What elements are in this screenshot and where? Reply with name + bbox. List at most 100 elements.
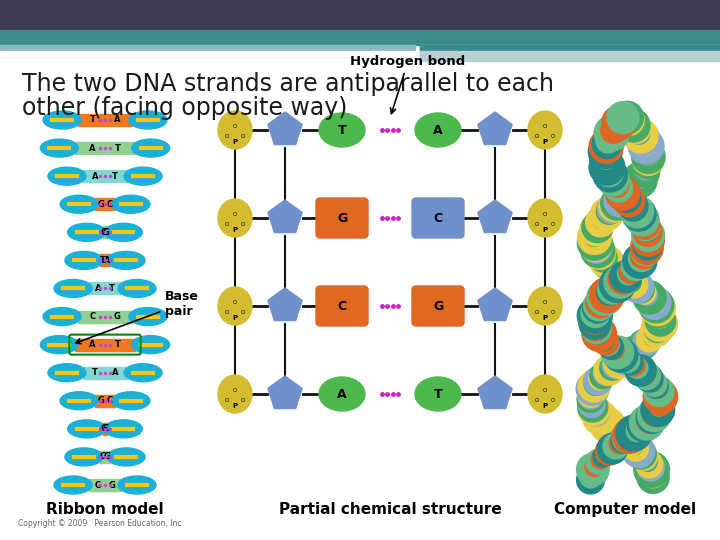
Circle shape	[614, 105, 644, 135]
Bar	[103, 226, 107, 238]
Circle shape	[621, 166, 654, 199]
Ellipse shape	[218, 287, 252, 325]
Circle shape	[582, 219, 608, 246]
FancyBboxPatch shape	[316, 198, 368, 238]
Circle shape	[636, 407, 662, 433]
Text: G: G	[101, 424, 107, 433]
Circle shape	[640, 290, 675, 326]
Bar	[0, 0, 720, 30]
Circle shape	[598, 253, 624, 279]
Ellipse shape	[107, 252, 145, 269]
Circle shape	[576, 372, 609, 406]
Circle shape	[651, 384, 669, 403]
Circle shape	[644, 315, 671, 342]
Text: T: T	[100, 256, 106, 265]
Circle shape	[582, 316, 616, 352]
FancyBboxPatch shape	[316, 286, 368, 326]
Circle shape	[627, 409, 660, 442]
Bar	[95, 395, 115, 407]
Text: T: T	[109, 284, 115, 293]
Circle shape	[589, 367, 612, 390]
Circle shape	[593, 142, 617, 166]
Circle shape	[606, 278, 624, 296]
Bar	[100, 254, 110, 266]
Bar	[0, 30, 720, 45]
Circle shape	[622, 163, 657, 198]
Circle shape	[613, 427, 634, 449]
Circle shape	[593, 290, 613, 310]
Circle shape	[632, 164, 654, 186]
Text: Hydrogen bond: Hydrogen bond	[351, 55, 466, 113]
Text: O: O	[535, 221, 539, 226]
Circle shape	[624, 436, 648, 461]
FancyBboxPatch shape	[412, 286, 464, 326]
FancyBboxPatch shape	[412, 198, 464, 238]
Circle shape	[597, 434, 628, 464]
Circle shape	[606, 176, 640, 210]
Text: O: O	[535, 309, 539, 314]
Circle shape	[636, 156, 658, 178]
Text: G: G	[109, 481, 115, 489]
Ellipse shape	[129, 308, 167, 326]
Circle shape	[584, 290, 614, 321]
Circle shape	[639, 287, 665, 313]
Circle shape	[627, 357, 648, 379]
Text: P: P	[542, 315, 548, 321]
Circle shape	[622, 197, 656, 231]
Circle shape	[626, 122, 660, 156]
Circle shape	[599, 125, 621, 147]
Circle shape	[633, 362, 660, 389]
Text: O: O	[543, 388, 547, 394]
Ellipse shape	[319, 377, 365, 411]
Text: O: O	[535, 133, 539, 138]
Circle shape	[588, 323, 615, 350]
Text: A: A	[92, 172, 99, 181]
Circle shape	[633, 231, 662, 260]
Text: O: O	[241, 309, 245, 314]
Ellipse shape	[107, 448, 145, 466]
Ellipse shape	[129, 111, 167, 129]
Circle shape	[582, 400, 617, 435]
Text: Ribbon model: Ribbon model	[46, 502, 164, 517]
Circle shape	[577, 466, 605, 494]
Circle shape	[613, 185, 645, 217]
Circle shape	[629, 330, 658, 359]
Circle shape	[608, 265, 638, 294]
Text: O: O	[551, 133, 555, 138]
Text: O: O	[233, 125, 237, 130]
Circle shape	[629, 123, 650, 144]
Circle shape	[626, 419, 649, 442]
Circle shape	[597, 333, 619, 355]
Circle shape	[613, 183, 638, 208]
Circle shape	[603, 352, 629, 379]
Circle shape	[639, 145, 657, 164]
Circle shape	[613, 418, 648, 453]
Circle shape	[613, 185, 641, 212]
Circle shape	[591, 450, 610, 469]
Polygon shape	[478, 288, 512, 321]
Circle shape	[587, 455, 605, 474]
Circle shape	[635, 218, 659, 241]
Ellipse shape	[68, 224, 106, 241]
Circle shape	[600, 336, 634, 369]
Circle shape	[585, 457, 603, 476]
Circle shape	[611, 181, 630, 200]
Circle shape	[600, 355, 624, 380]
Circle shape	[593, 158, 627, 192]
Circle shape	[593, 248, 624, 280]
Circle shape	[603, 347, 634, 378]
Circle shape	[648, 379, 667, 399]
Circle shape	[600, 187, 634, 220]
Circle shape	[610, 424, 644, 458]
Circle shape	[622, 272, 654, 303]
Bar	[420, 45, 720, 51]
Circle shape	[607, 261, 628, 282]
Circle shape	[636, 364, 663, 392]
Text: Partial chemical structure: Partial chemical structure	[279, 502, 501, 517]
Ellipse shape	[40, 336, 78, 354]
Ellipse shape	[415, 113, 461, 147]
Text: C: C	[101, 228, 107, 237]
Circle shape	[598, 164, 626, 192]
Circle shape	[634, 132, 657, 155]
Circle shape	[644, 374, 668, 399]
